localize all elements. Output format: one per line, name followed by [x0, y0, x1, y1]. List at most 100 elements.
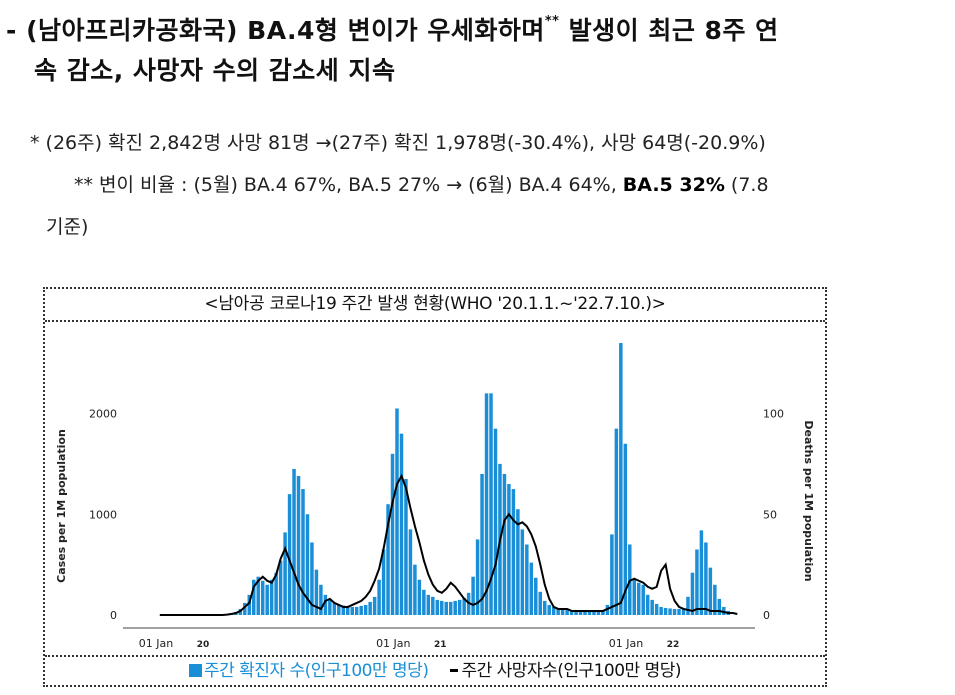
- case-bar: [363, 604, 368, 615]
- case-bar: [243, 602, 247, 615]
- case-bar: [390, 453, 395, 615]
- case-bar: [704, 542, 708, 615]
- case-bar: [574, 610, 578, 615]
- case-bar: [636, 582, 641, 615]
- case-bar: [435, 599, 440, 615]
- case-bar: [502, 473, 507, 615]
- case-bar: [310, 542, 314, 615]
- case-bar: [296, 475, 301, 615]
- case-bar: [269, 579, 274, 615]
- case-bar: [587, 610, 592, 615]
- y-left-tick: 1000: [89, 508, 117, 521]
- case-bar: [404, 479, 408, 615]
- case-bar: [448, 601, 453, 615]
- case-bar: [578, 610, 583, 615]
- case-bar: [341, 605, 346, 615]
- y-left-tick: 2000: [89, 408, 117, 421]
- case-bar: [592, 610, 596, 615]
- case-bar: [274, 572, 278, 615]
- case-bar: [395, 408, 399, 615]
- case-bar: [569, 609, 574, 615]
- x-tick-year: 20: [197, 640, 210, 650]
- case-bar: [663, 607, 668, 615]
- headline: - (남아프리카공화국) BA.4형 변이가 우세화하며** 발생이 최근 8주…: [6, 2, 951, 91]
- case-bar: [444, 601, 448, 615]
- case-bar: [475, 539, 480, 615]
- case-bar: [292, 468, 296, 615]
- footnote-2-tail: (7.8: [724, 174, 769, 196]
- case-bar: [596, 610, 601, 615]
- case-bar: [681, 607, 686, 615]
- case-bar: [556, 607, 560, 615]
- case-bar: [507, 484, 511, 615]
- case-bar: [516, 509, 520, 615]
- case-bar: [417, 579, 422, 615]
- case-bar: [314, 569, 319, 615]
- y-right-tick: 100: [763, 408, 784, 421]
- case-bar: [677, 608, 681, 615]
- x-tick-year: 21: [434, 640, 447, 650]
- headline-line2: 속 감소, 사망자 수의 감소세 지속: [34, 56, 396, 85]
- case-bar: [601, 610, 605, 615]
- case-bar: [511, 489, 516, 615]
- case-bar: [583, 610, 587, 615]
- case-bar: [305, 514, 310, 615]
- case-bar: [381, 549, 386, 615]
- case-bar: [278, 560, 283, 615]
- y-left-tick: 0: [110, 609, 117, 622]
- case-bar: [659, 606, 663, 615]
- case-bar: [368, 601, 372, 615]
- case-bar: [408, 529, 413, 615]
- x-tick-label: 01 Jan: [139, 637, 173, 650]
- y-right-label: Deaths per 1M population: [802, 420, 815, 581]
- case-bar: [426, 594, 431, 615]
- case-bar: [283, 532, 287, 615]
- case-bar: [645, 594, 650, 615]
- headline-line1: - (남아프리카공화국) BA.4형 변이가 우세화하며** 발생이 최근 8주…: [6, 14, 779, 45]
- footnote-2: ** 변이 비율 : (5월) BA.4 67%, BA.5 27% → (6월…: [74, 172, 769, 198]
- case-bar: [529, 562, 534, 615]
- case-bar: [551, 606, 556, 615]
- y-right-tick: 50: [763, 508, 777, 521]
- case-bar: [717, 598, 722, 615]
- case-bar: [332, 602, 337, 615]
- case-bar: [525, 544, 529, 615]
- headline-prefix: - (남아프리카공화국): [6, 16, 248, 45]
- case-bar: [457, 599, 462, 615]
- case-bar: [538, 591, 542, 615]
- case-bar: [699, 530, 704, 615]
- footnote-2-bold: BA.5 32%: [622, 174, 725, 196]
- case-bar: [534, 577, 538, 615]
- case-bar: [708, 567, 713, 615]
- case-bar: [610, 534, 614, 615]
- case-bar: [399, 433, 404, 615]
- case-bar: [265, 584, 269, 615]
- case-bar: [431, 596, 435, 615]
- y-left-label: Cases per 1M population: [55, 429, 68, 583]
- case-bar: [354, 606, 359, 615]
- case-bar: [484, 393, 489, 615]
- case-bar: [413, 564, 417, 615]
- case-bar: [547, 604, 551, 615]
- case-bar: [668, 608, 672, 615]
- case-bar: [520, 529, 525, 615]
- case-bar: [471, 576, 475, 615]
- case-bar: [650, 599, 654, 615]
- case-bar: [453, 600, 457, 615]
- deaths-line: [159, 473, 738, 616]
- headline-variant: BA.4: [247, 16, 315, 45]
- headline-tail: 발생이 최근 8주 연: [559, 16, 779, 45]
- legend-cases: 주간 확진자 수(인구100만 명당): [203, 661, 429, 681]
- x-tick-label: 01 Jan: [609, 637, 643, 650]
- case-bar: [480, 473, 484, 615]
- chart-legend: 주간 확진자 수(인구100만 명당) 주간 사망자수(인구100만 명당): [45, 655, 825, 685]
- footnote-2-text: ** 변이 비율 : (5월) BA.4 67%, BA.5 27% → (6월…: [74, 174, 623, 196]
- legend-deaths: 주간 사망자수(인구100만 명당): [461, 661, 682, 681]
- case-bar: [260, 580, 265, 615]
- case-bar: [247, 594, 252, 615]
- case-bar: [632, 579, 637, 615]
- case-bar: [462, 597, 466, 615]
- case-bar: [565, 609, 569, 615]
- case-bar: [346, 605, 350, 615]
- case-bar: [542, 600, 547, 615]
